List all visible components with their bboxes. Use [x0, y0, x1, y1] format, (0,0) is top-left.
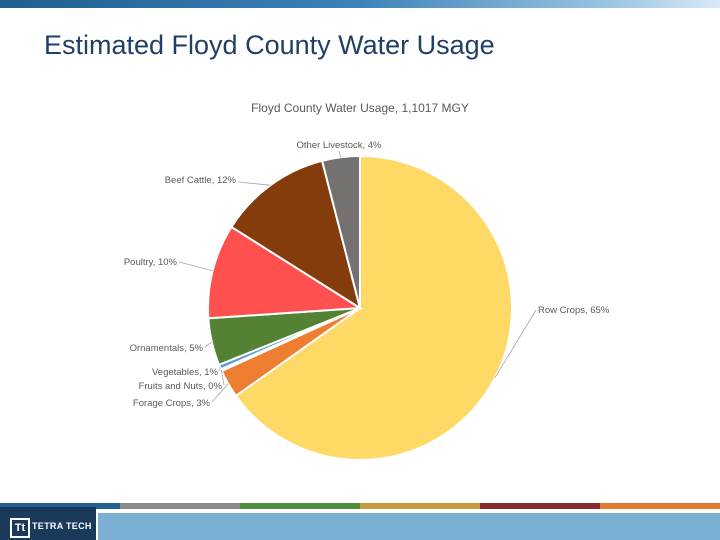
- leader-line: [338, 150, 342, 158]
- data-label: Other Livestock, 4%: [296, 140, 382, 151]
- data-label: Ornamentals, 5%: [130, 343, 204, 354]
- chart-title: Floyd County Water Usage, 1,1017 MGY: [251, 101, 469, 115]
- tetra-tech-logo: Tt TETRA TECH: [0, 507, 96, 540]
- footer-color-strip: [0, 503, 720, 509]
- leader-line: [237, 181, 271, 186]
- data-label: Poultry, 10%: [124, 257, 178, 268]
- data-label: Forage Crops, 3%: [133, 398, 211, 409]
- slide-title: Estimated Floyd County Water Usage: [44, 30, 495, 60]
- footer-strip-segment: [0, 503, 120, 509]
- logo-text: TETRA TECH: [32, 521, 92, 531]
- data-label: Fruits and Nuts, 0%: [139, 381, 223, 392]
- footer: Tt TETRA TECH: [0, 503, 720, 540]
- pie-chart: Floyd County Water Usage, 1,1017 MGY Row…: [124, 101, 610, 461]
- leader-line: [211, 383, 229, 403]
- footer-strip-segment: [480, 503, 600, 509]
- footer-strip-segment: [360, 503, 480, 509]
- leader-line: [494, 309, 537, 379]
- pie-slice-row-crops: [234, 154, 513, 461]
- data-label: Row Crops, 65%: [538, 305, 610, 316]
- leader-line: [220, 370, 225, 386]
- pie-slice-beef-cattle: [230, 159, 362, 311]
- footer-strip-segment: [600, 503, 720, 509]
- data-label: Vegetables, 1%: [152, 367, 219, 378]
- pie-slice-poultry: [207, 225, 364, 320]
- tt-logo-icon: Tt: [10, 518, 30, 538]
- footer-strip-segment: [240, 503, 360, 509]
- data-label: Beef Cattle, 12%: [165, 175, 237, 186]
- leader-line: [204, 341, 213, 348]
- top-accent-bar: [0, 0, 720, 8]
- footer-band: [98, 513, 720, 540]
- footer-strip-segment: [120, 503, 240, 509]
- pie-slice-other-livestock: [320, 154, 361, 309]
- leader-line: [178, 261, 213, 272]
